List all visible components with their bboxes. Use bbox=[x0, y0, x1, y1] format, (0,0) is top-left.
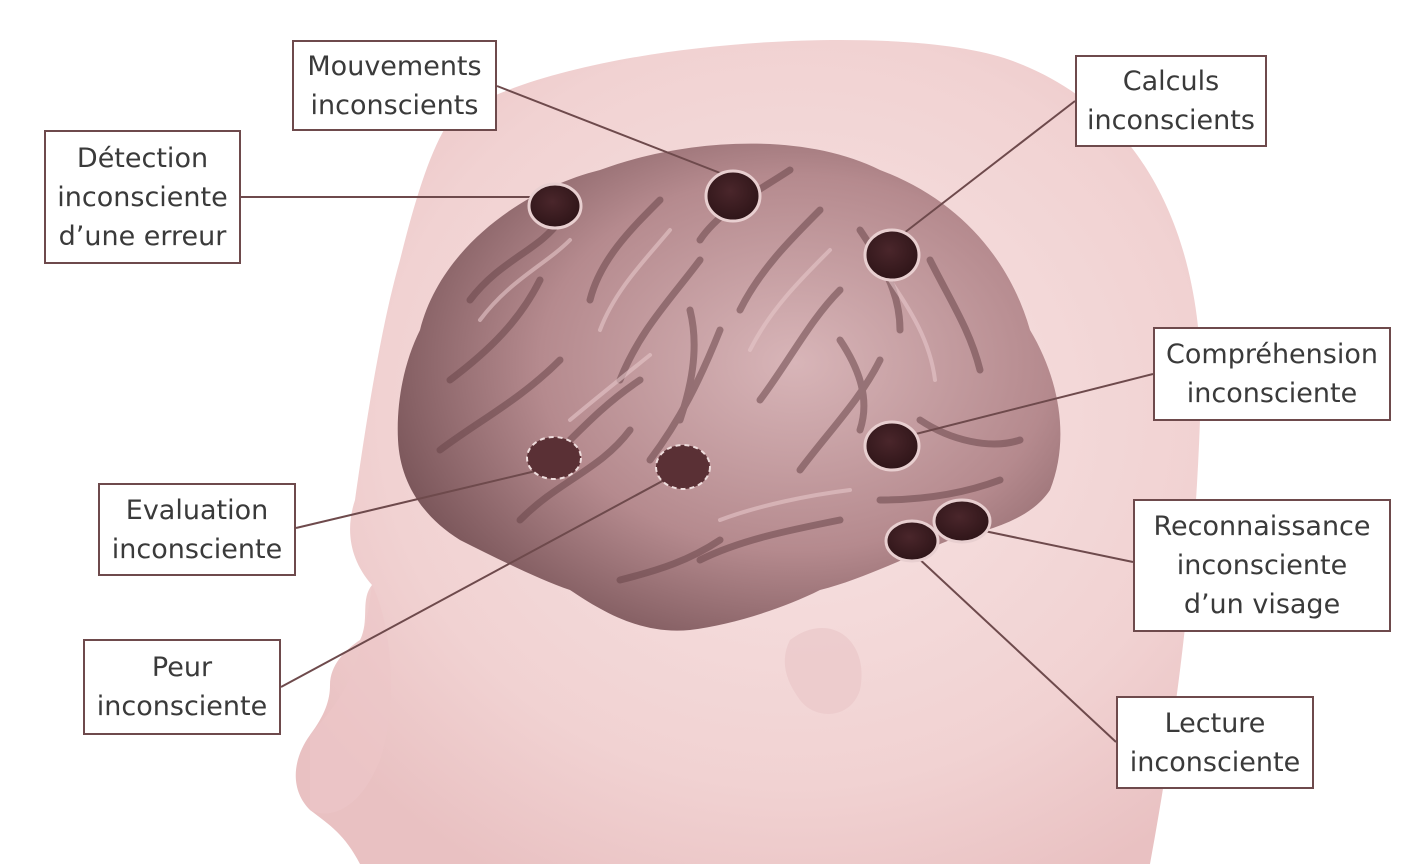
leader-mouvements bbox=[496, 85, 734, 179]
leader-reconnaissance bbox=[969, 527, 1134, 563]
label-line: Lecture bbox=[1164, 707, 1266, 739]
label-line: Mouvements bbox=[307, 50, 482, 82]
leader-comprehension bbox=[891, 373, 1154, 441]
spot-peur bbox=[655, 444, 711, 490]
face-shade bbox=[310, 585, 392, 814]
brain-highlights bbox=[478, 228, 937, 522]
label-line: inconsciente bbox=[57, 181, 228, 213]
label-evaluation-inconsciente: Evaluation inconsciente bbox=[98, 483, 296, 576]
label-mouvements-inconscients: Mouvements inconscients bbox=[292, 40, 497, 131]
label-line: d’un visage bbox=[1183, 589, 1341, 620]
label-lecture-inconsciente: Lecture inconsciente bbox=[1116, 696, 1314, 789]
spot-calculs bbox=[863, 228, 921, 282]
leader-calculs bbox=[894, 100, 1076, 241]
label-line: inconscients bbox=[1087, 105, 1255, 136]
label-line: inconsciente bbox=[111, 533, 283, 565]
label-line: Détection bbox=[76, 142, 209, 174]
spot-evaluation bbox=[526, 436, 582, 480]
label-detection-erreur: Détection inconsciente d’une erreur bbox=[44, 130, 241, 264]
activation-spots bbox=[526, 169, 992, 563]
spot-detection bbox=[527, 182, 583, 230]
ear-shape bbox=[784, 628, 862, 714]
spot-mouvements bbox=[704, 169, 762, 223]
label-line: inconsciente bbox=[1176, 550, 1348, 581]
leader-lecture bbox=[914, 554, 1117, 743]
label-reconnaissance-visage: Reconnaissance inconsciente d’un visage bbox=[1133, 499, 1391, 632]
label-line: Reconnaissance bbox=[1153, 511, 1371, 542]
label-line: Evaluation bbox=[125, 494, 269, 526]
label-line: inconscients bbox=[310, 89, 479, 121]
label-line: Calculs bbox=[1122, 66, 1220, 97]
label-peur-inconsciente: Peur inconsciente bbox=[83, 639, 281, 735]
label-line: inconsciente bbox=[96, 691, 268, 722]
leader-evaluation bbox=[295, 469, 541, 529]
label-line: Compréhension bbox=[1166, 339, 1378, 370]
leader-peur bbox=[280, 477, 669, 688]
label-line: inconsciente bbox=[1186, 378, 1358, 409]
label-line: inconsciente bbox=[1129, 746, 1301, 778]
spot-reconnaissance bbox=[932, 498, 992, 544]
label-line: d’une erreur bbox=[58, 220, 227, 252]
leader-lines bbox=[241, 85, 1154, 743]
label-calculs-inconscients: Calculs inconscients bbox=[1075, 55, 1267, 147]
spot-comprehension bbox=[863, 420, 921, 472]
label-comprehension-inconsciente: Compréhension inconsciente bbox=[1153, 327, 1391, 421]
spot-lecture bbox=[884, 519, 940, 563]
label-line: Peur bbox=[151, 652, 213, 683]
